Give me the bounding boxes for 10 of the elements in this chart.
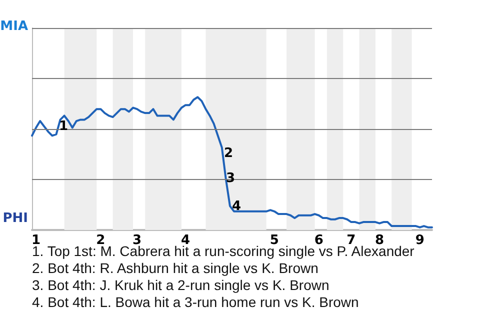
text: PHI (2, 211, 28, 226)
text: 3. Bot 4th: J. Kruk hit a 2-run single vs K. Brown (32, 277, 330, 293)
text: 4. Bot 4th: L. Bowa hit a 3-run home run vs K. Brown (32, 294, 359, 310)
text: 2. Bot 4th: R. Ashburn hit a single vs K. Brown (32, 260, 318, 276)
text: MIA (0, 19, 28, 34)
annotation: 4 (232, 199, 242, 214)
x-tick-label: 9 (415, 233, 424, 248)
annotation: 3 (226, 171, 236, 186)
annotation: 1 (59, 119, 68, 134)
annotation: 2 (224, 146, 234, 161)
